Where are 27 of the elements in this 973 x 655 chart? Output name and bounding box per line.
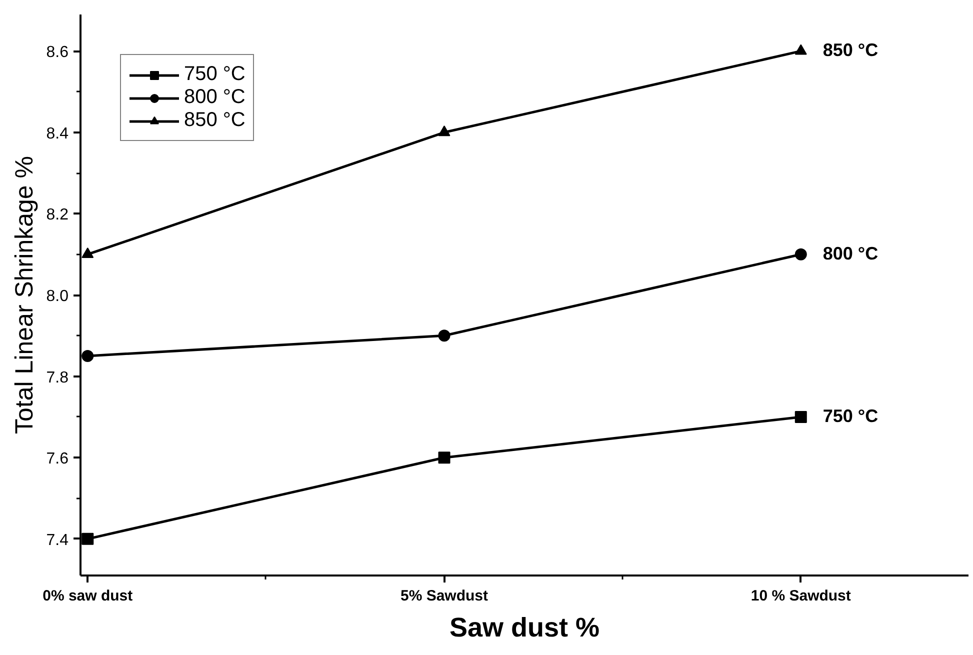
point <box>438 330 450 342</box>
y-tick-label: 8.2 <box>46 206 69 224</box>
legend-label: 850 °C <box>184 109 246 132</box>
x-tick-label: 5% Sawdust <box>400 588 488 604</box>
y-tick-label: 8.0 <box>46 288 69 305</box>
legend-label: 750 °C <box>184 63 246 86</box>
annotation: 800 °C <box>822 243 878 264</box>
point <box>794 410 807 423</box>
point <box>794 248 807 260</box>
point <box>82 247 94 258</box>
legend-label: 800 °C <box>184 86 246 109</box>
point <box>438 452 450 464</box>
point <box>82 350 94 362</box>
y-axis-title: Total Linear Shrinkage % <box>10 156 38 434</box>
y-tick-label: 8.6 <box>46 44 69 62</box>
y-tick-label: 8.4 <box>46 125 69 142</box>
y-tick-label: 7.6 <box>46 450 69 468</box>
x-tick-label: 0% saw dust <box>42 588 133 604</box>
y-tick-label: 7.4 <box>46 532 69 549</box>
point <box>794 44 807 55</box>
annotation: 750 °C <box>822 406 878 426</box>
x-axis-title: Saw dust % <box>449 612 600 642</box>
annotation: 850 °C <box>822 40 878 60</box>
point <box>438 126 450 136</box>
point <box>82 532 94 545</box>
y-tick-label: 7.8 <box>46 369 69 386</box>
x-tick-label: 10 % Sawdust <box>750 588 851 604</box>
